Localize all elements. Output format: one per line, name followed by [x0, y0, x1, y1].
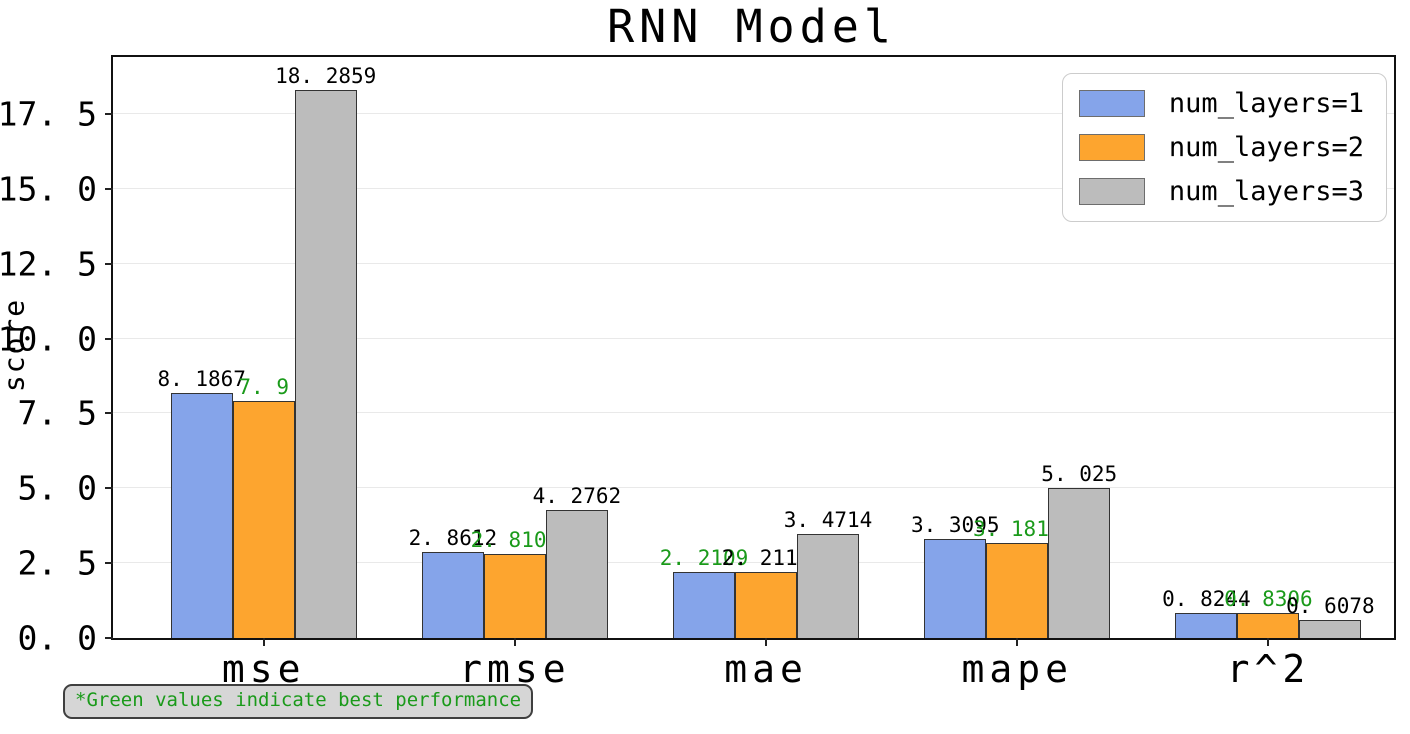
- y-tick-label: 2. 5: [17, 543, 97, 583]
- gridline: [113, 562, 1394, 564]
- bar-value-label: 2. 2109: [659, 545, 749, 570]
- bar-value-label: 5. 025: [1041, 461, 1118, 486]
- y-tick-mark: [105, 337, 113, 340]
- y-tick-mark: [105, 187, 113, 190]
- x-tick-mark: [513, 638, 516, 646]
- bar-num_layers=3: 4. 2762: [533, 485, 621, 638]
- y-tick-mark: [105, 637, 113, 639]
- x-tick-label-r2: r^2: [1226, 647, 1311, 691]
- x-tick-label-rmse: rmse: [459, 647, 571, 691]
- y-tick-label: 5. 0: [17, 468, 97, 508]
- y-tick-mark: [105, 112, 113, 115]
- best-performance-note: *Green values indicate best performance: [63, 684, 534, 719]
- bar-num_layers=2: 2. 8107: [471, 529, 559, 638]
- bar-group-mape: 3. 3095 3. 1816 5. 025: [911, 57, 1117, 638]
- bar-num_layers=2: 7. 9: [232, 377, 295, 638]
- gridline: [113, 487, 1394, 489]
- bar-value-label: 4. 2762: [532, 483, 622, 508]
- bar-value-label: 0. 8306: [1224, 587, 1313, 612]
- legend-label: num_layers=2: [1168, 132, 1364, 163]
- bar-group-mse: 8. 1867 7. 9 18. 2859: [157, 57, 376, 638]
- bar-num_layers=1: 2. 2109: [660, 547, 748, 638]
- x-tick-mark: [1016, 638, 1019, 646]
- bar-value-label: 0. 8244: [1162, 587, 1251, 612]
- bar-value-label: 2. 2117: [721, 545, 811, 570]
- bar-value-label: 3. 4714: [783, 508, 873, 533]
- plot-area: num_layers=1 num_layers=2 num_layers=3 0…: [0, 55, 1396, 688]
- bar-value-label: 0. 6078: [1286, 593, 1375, 618]
- x-tick-mark: [262, 638, 265, 646]
- bar-num_layers=2: 2. 2117: [722, 547, 810, 638]
- legend-swatch-blue: [1078, 90, 1145, 117]
- bar-num_layers=1: 8. 1867: [157, 368, 246, 638]
- gridline: [113, 187, 1394, 189]
- legend-swatch-gray: [1078, 178, 1145, 205]
- y-tick-label: 10. 0: [0, 319, 97, 359]
- x-tick-mark: [765, 638, 768, 646]
- gridline: [113, 337, 1394, 339]
- bar-num_layers=3: 5. 025: [1041, 463, 1117, 638]
- legend-entry-num-layers-1: num_layers=1: [1078, 88, 1364, 119]
- chart-title: RNN Model: [607, 0, 896, 53]
- legend-swatch-orange: [1078, 134, 1145, 161]
- bar-num_layers=2: 3. 1816: [973, 518, 1061, 638]
- gridline: [113, 412, 1394, 414]
- legend-label: num_layers=1: [1168, 88, 1364, 119]
- bar-value-label: 18. 2859: [275, 64, 377, 89]
- legend-entry-num-layers-3: num_layers=3: [1078, 176, 1364, 207]
- bar-num_layers=1: 2. 8612: [409, 528, 497, 638]
- bar-value-label: 7. 9: [238, 375, 289, 400]
- y-tick-mark: [105, 412, 113, 415]
- gridline: [113, 112, 1394, 114]
- bar-group-mae: 2. 2109 2. 2117 3. 4714: [660, 57, 872, 638]
- y-tick-label: 7. 5: [17, 393, 97, 433]
- bar-num_layers=3: 3. 4714: [784, 510, 872, 638]
- x-tick-mark: [1267, 638, 1270, 646]
- bar-value-label: 3. 1816: [972, 516, 1062, 541]
- bar-value-label: 3. 3095: [910, 512, 1000, 537]
- bar-value-label: 2. 8107: [470, 527, 560, 552]
- bar-num_layers=3: 0. 6078: [1286, 595, 1375, 638]
- y-tick-mark: [105, 262, 113, 265]
- bar-value-label: 2. 8612: [408, 526, 498, 551]
- bar-group-r2: 0. 8244 0. 8306 0. 6078: [1162, 57, 1375, 638]
- y-tick-label: 17. 5: [0, 94, 97, 134]
- x-tick-label-mse: mse: [221, 647, 306, 691]
- legend: num_layers=1 num_layers=2 num_layers=3: [1061, 73, 1387, 222]
- bar-value-label: 8. 1867: [157, 366, 246, 391]
- bar-num_layers=2: 0. 8306: [1224, 589, 1313, 638]
- x-tick-label-mae: mae: [724, 647, 808, 691]
- legend-label: num_layers=3: [1168, 176, 1364, 207]
- legend-entry-num-layers-2: num_layers=2: [1078, 132, 1364, 163]
- x-tick-label-mape: mape: [961, 647, 1073, 691]
- bar-group-rmse: 2. 8612 2. 8107 4. 2762: [409, 57, 621, 638]
- y-tick-mark: [105, 562, 113, 565]
- bar-num_layers=1: 3. 3095: [911, 514, 999, 638]
- bar-num_layers=1: 0. 8244: [1162, 589, 1251, 638]
- y-tick-mark: [105, 487, 113, 490]
- bar-num_layers=3: 18. 2859: [275, 66, 376, 638]
- gridline: [113, 262, 1394, 264]
- y-tick-label: 15. 0: [0, 169, 97, 209]
- y-tick-label: 0. 0: [17, 618, 97, 658]
- y-tick-label: 12. 5: [0, 244, 97, 284]
